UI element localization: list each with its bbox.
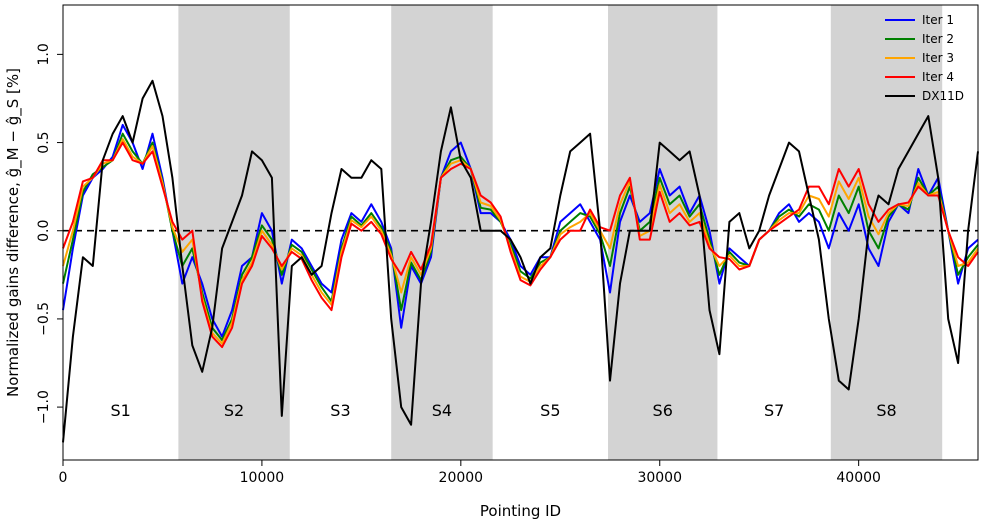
- y-tick-label: 0.0: [36, 220, 52, 242]
- series-line-iter-1: [62, 123, 979, 338]
- segment-label: S1: [111, 401, 131, 420]
- legend-label: Iter 2: [922, 32, 954, 46]
- x-axis-label: Pointing ID: [480, 502, 561, 520]
- x-tick-label: 10000: [240, 470, 285, 486]
- legend-label: DX11D: [922, 89, 964, 103]
- segment-labels: S1 S2 S3 S4 S5 S6 S7 S8: [111, 401, 897, 420]
- segment-label: S2: [224, 401, 244, 420]
- x-tick-label: 30000: [637, 470, 682, 486]
- segment-label: S8: [876, 401, 896, 420]
- series-line-dx11d: [62, 79, 979, 443]
- x-axis-ticks: 0 10000 20000 30000 40000: [59, 460, 881, 486]
- segment-label: S7: [764, 401, 784, 420]
- x-tick-label: 40000: [836, 470, 881, 486]
- series-lines: [62, 79, 979, 443]
- series-line-iter-3: [62, 138, 979, 345]
- segment-label: S3: [330, 401, 350, 420]
- y-tick-label: 1.0: [36, 43, 52, 65]
- series-line-iter-4: [62, 141, 979, 349]
- y-tick-label: −1.0: [36, 390, 52, 424]
- segment-label: S6: [653, 401, 673, 420]
- y-tick-label: 0.5: [36, 131, 52, 153]
- legend-label: Iter 4: [922, 70, 954, 84]
- segment-label: S4: [432, 401, 452, 420]
- y-axis-label: Normalized gains difference, ĝ_M − ĝ_S […: [4, 68, 23, 397]
- legend: Iter 1 Iter 2 Iter 3 Iter 4 DX11D: [885, 13, 964, 103]
- y-tick-label: −0.5: [36, 302, 52, 336]
- segment-shade: [391, 5, 493, 460]
- legend-label: Iter 3: [922, 51, 954, 65]
- legend-label: Iter 1: [922, 13, 954, 27]
- segment-shade: [608, 5, 718, 460]
- x-tick-label: 20000: [439, 470, 484, 486]
- segment-label: S5: [540, 401, 560, 420]
- series-line-iter-2: [62, 132, 979, 342]
- x-tick-label: 0: [59, 470, 68, 486]
- plot-frame: [62, 4, 979, 461]
- segment-shade: [178, 5, 290, 460]
- y-axis-ticks: −1.0 −0.5 0.0 0.5 1.0: [36, 43, 63, 424]
